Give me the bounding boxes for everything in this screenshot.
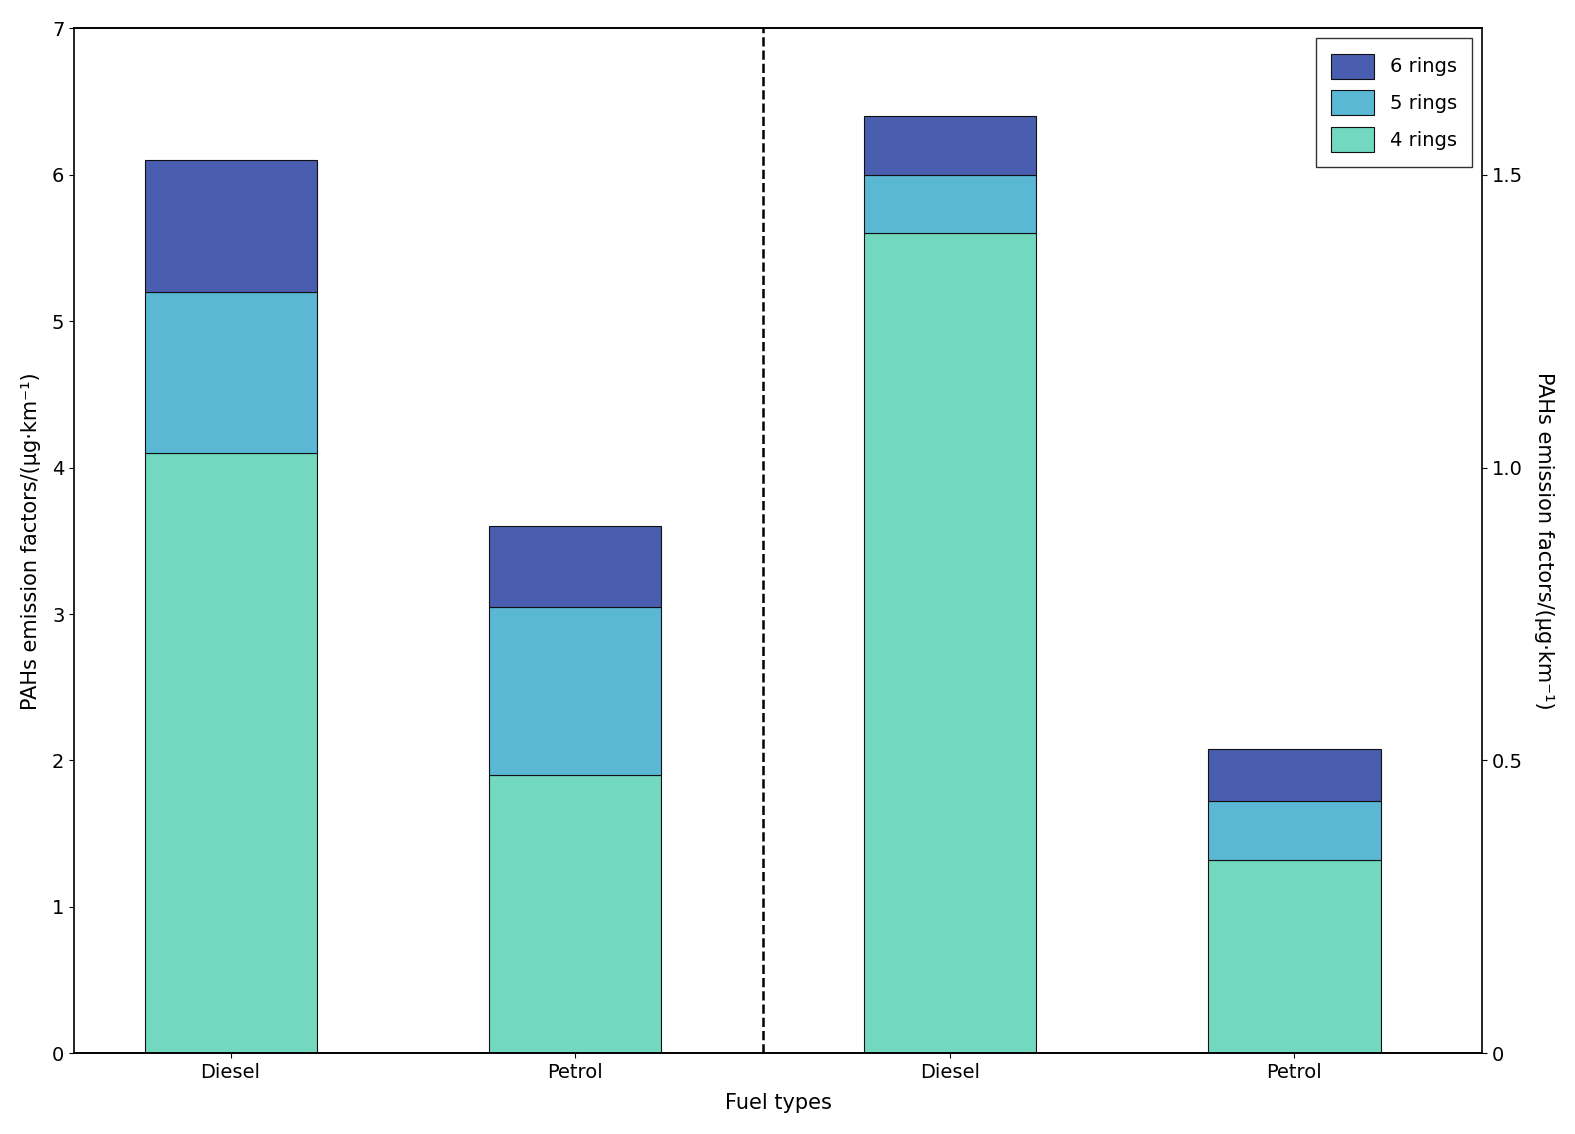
- Y-axis label: PAHs emission factors/(μg·km⁻¹): PAHs emission factors/(μg·km⁻¹): [1534, 372, 1555, 710]
- Bar: [865, 234, 1036, 1053]
- Bar: [1208, 802, 1381, 860]
- Bar: [145, 291, 317, 452]
- Bar: [488, 526, 662, 607]
- X-axis label: Fuel types: Fuel types: [724, 1093, 832, 1114]
- Bar: [145, 452, 317, 1053]
- Bar: [865, 175, 1036, 234]
- Legend: 6 rings, 5 rings, 4 rings: 6 rings, 5 rings, 4 rings: [1317, 39, 1473, 168]
- Bar: [865, 116, 1036, 175]
- Y-axis label: PAHs emission factors/(μg·km⁻¹): PAHs emission factors/(μg·km⁻¹): [20, 372, 41, 710]
- Bar: [488, 776, 662, 1053]
- Bar: [488, 607, 662, 776]
- Bar: [145, 160, 317, 291]
- Bar: [1208, 860, 1381, 1053]
- Bar: [1208, 748, 1381, 802]
